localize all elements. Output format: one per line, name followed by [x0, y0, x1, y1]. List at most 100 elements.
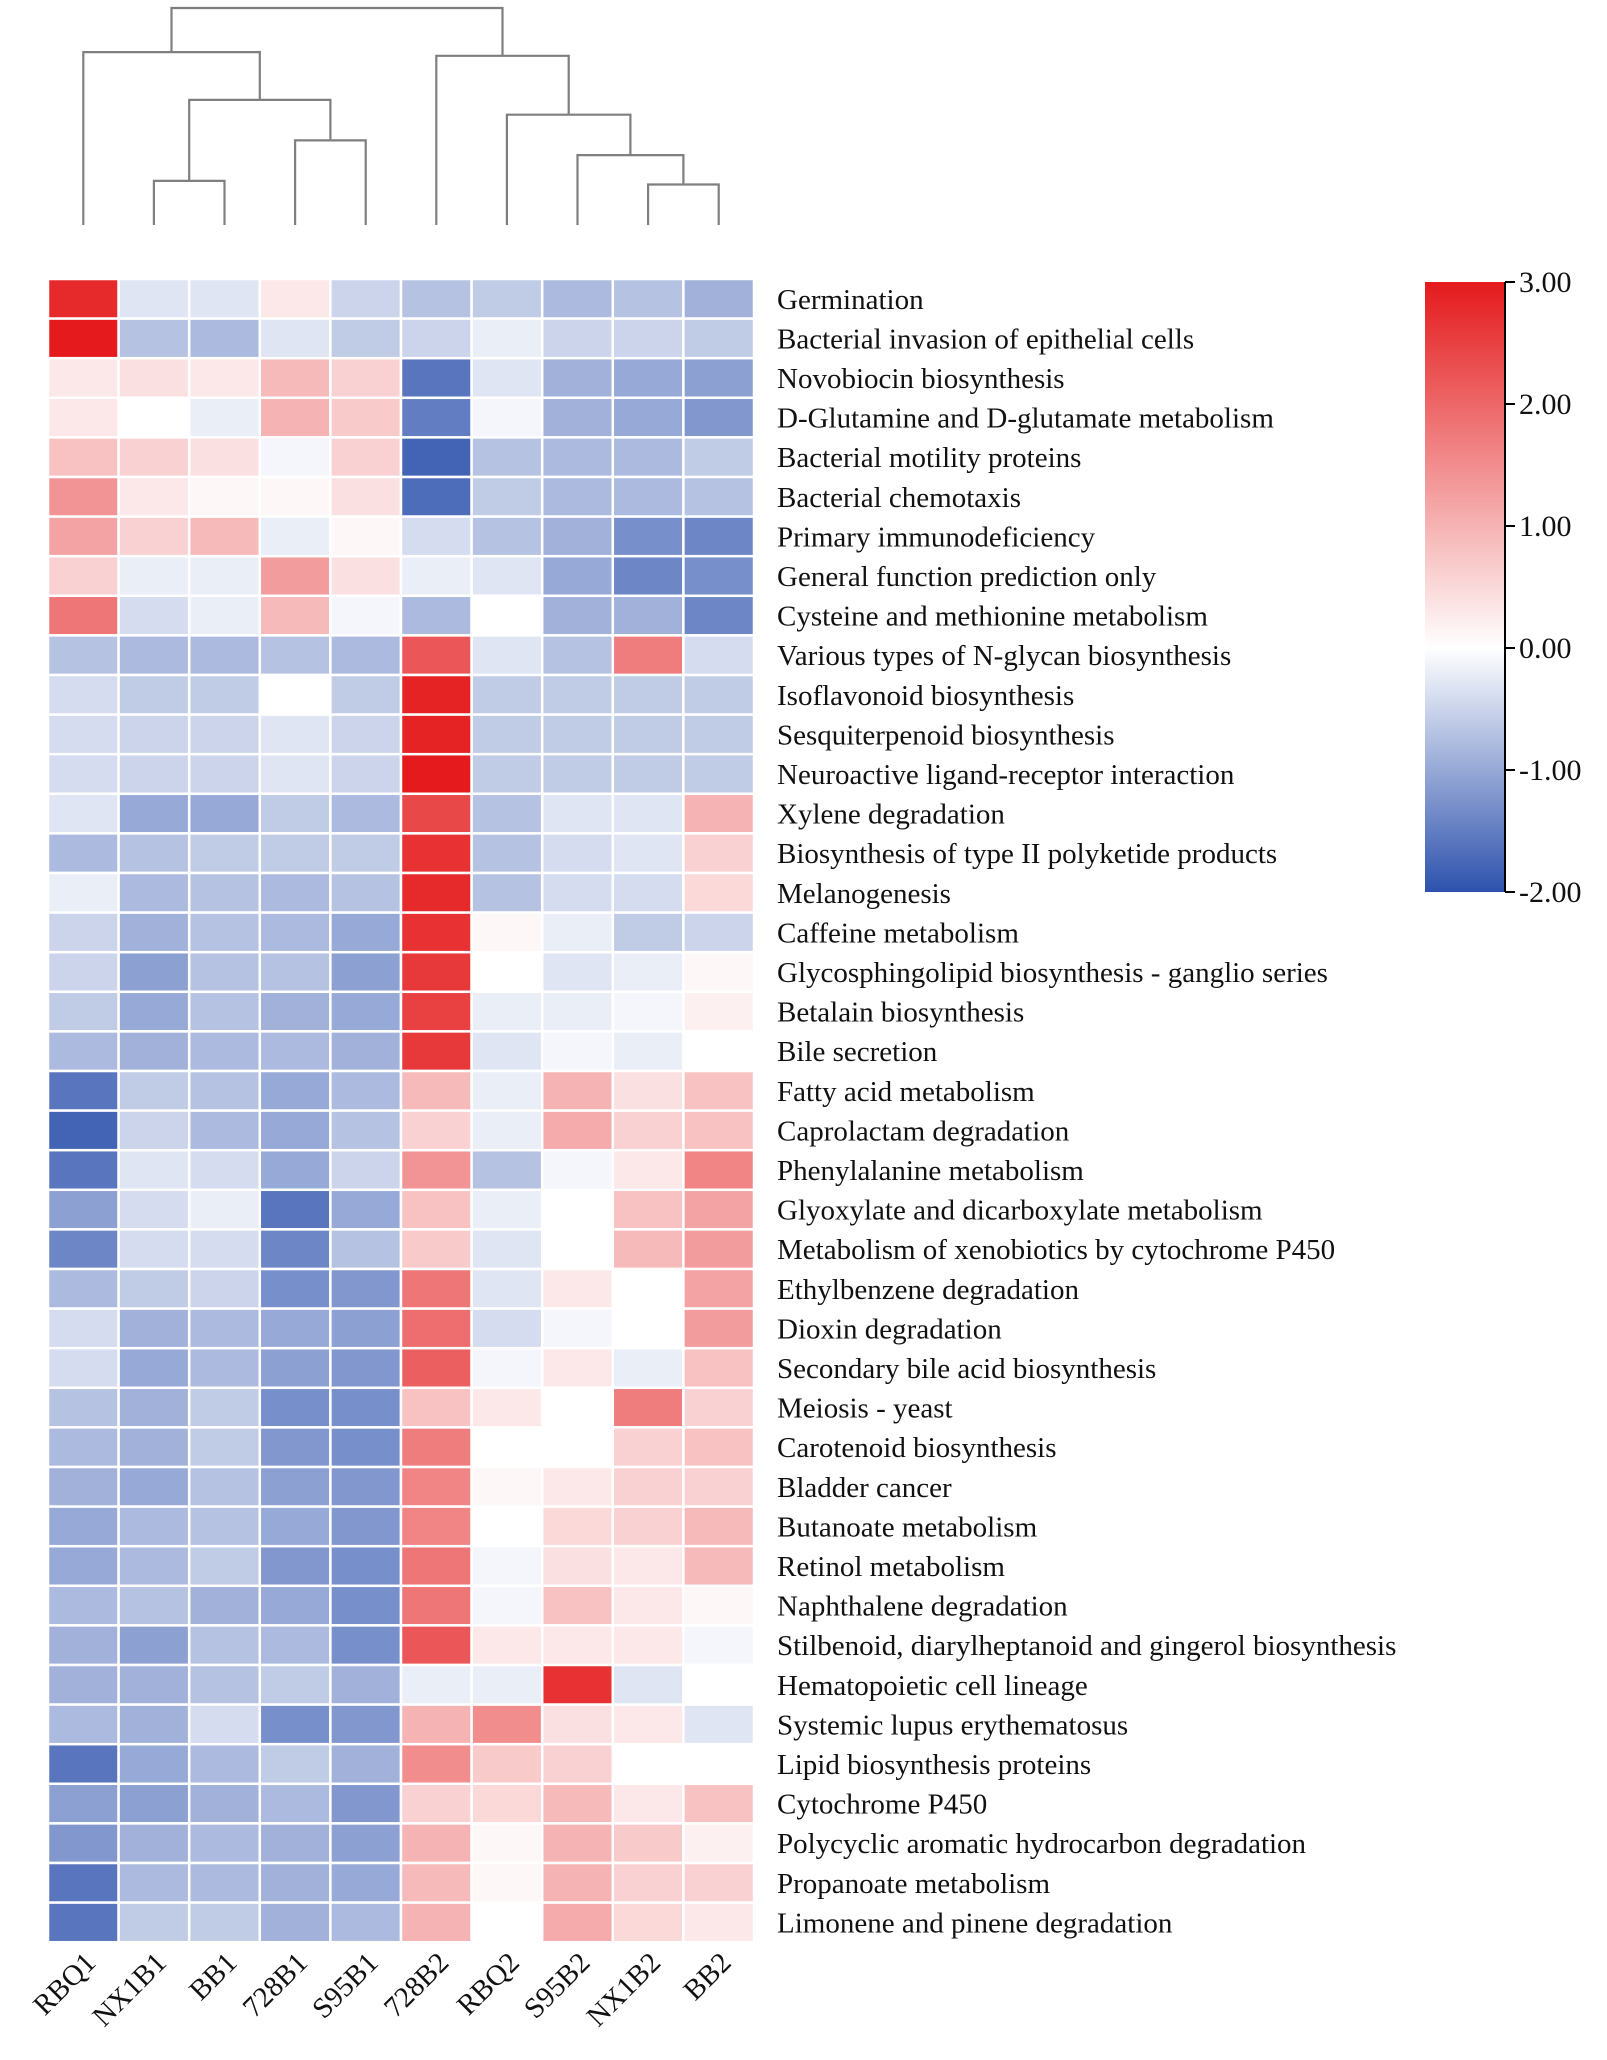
- heatmap-cell: [540, 1782, 615, 1825]
- heatmap-cell: [187, 1742, 262, 1786]
- heatmap-cell: [682, 1109, 756, 1152]
- heatmap-cell: [187, 1584, 262, 1627]
- heatmap-cell: [46, 792, 120, 835]
- heatmap-cell: [470, 1861, 544, 1904]
- heatmap-cell: [46, 1822, 120, 1865]
- heatmap-cell: [470, 1109, 544, 1152]
- heatmap-cell: [611, 713, 685, 756]
- heatmap-cell: [682, 792, 756, 835]
- heatmap-cell: [540, 752, 615, 796]
- row-label: Biosynthesis of type II polyketide produ…: [777, 838, 1277, 870]
- heatmap-cell: [258, 436, 332, 479]
- heatmap-cell: [117, 1584, 191, 1627]
- heatmap-cell: [399, 554, 473, 598]
- heatmap-cell: [611, 1505, 685, 1548]
- heatmap-cell: [187, 475, 262, 518]
- row-label: Germination: [777, 284, 924, 316]
- heatmap-cell: [258, 752, 332, 796]
- heatmap-cell: [187, 1148, 262, 1192]
- heatmap-cell: [258, 1069, 332, 1112]
- heatmap-cell: [470, 475, 544, 518]
- heatmap-cell: [540, 1544, 615, 1588]
- heatmap-cell: [46, 436, 120, 479]
- heatmap-cell: [399, 1346, 473, 1390]
- heatmap-cell: [682, 356, 756, 400]
- heatmap-cell: [46, 1109, 120, 1152]
- heatmap-cell: [258, 950, 332, 994]
- heatmap-cell: [258, 1742, 332, 1786]
- heatmap-cell: [46, 1465, 120, 1508]
- heatmap-cell: [611, 1386, 685, 1429]
- heatmap-cell: [470, 1386, 544, 1429]
- heatmap-cell: [540, 713, 615, 756]
- heatmap-cell: [258, 1386, 332, 1429]
- heatmap-cell: [470, 792, 544, 835]
- heatmap-cell: [540, 554, 615, 598]
- heatmap-cell: [682, 594, 756, 637]
- heatmap-cell: [117, 871, 191, 914]
- heatmap-cell: [399, 1703, 473, 1746]
- heatmap-cell: [117, 832, 191, 875]
- heatmap-cell: [117, 1069, 191, 1112]
- heatmap-cell: [399, 1148, 473, 1192]
- colorbar-tick-label: 1.00: [1519, 510, 1572, 543]
- heatmap-cell: [611, 950, 685, 994]
- heatmap-cell: [611, 1426, 685, 1469]
- heatmap-cell: [611, 792, 685, 835]
- heatmap-cell: [329, 1901, 403, 1944]
- heatmap-cell: [187, 1069, 262, 1112]
- heatmap-cell: [540, 1465, 615, 1508]
- heatmap-cell: [682, 911, 756, 954]
- heatmap-cell: [329, 1624, 403, 1667]
- heatmap-cell: [611, 277, 685, 320]
- heatmap-cell: [329, 950, 403, 994]
- heatmap-cell: [329, 1782, 403, 1825]
- heatmap-cell: [258, 792, 332, 835]
- heatmap-cell: [682, 436, 756, 479]
- heatmap-cell: [46, 475, 120, 518]
- row-label: Secondary bile acid biosynthesis: [777, 1353, 1156, 1385]
- row-label: Bacterial invasion of epithelial cells: [777, 323, 1194, 355]
- heatmap-cell: [611, 752, 685, 796]
- heatmap-cell: [470, 277, 544, 320]
- heatmap-cell: [540, 1346, 615, 1390]
- heatmap-cell: [611, 1584, 685, 1627]
- heatmap-cell: [399, 436, 473, 479]
- heatmap-cell: [329, 634, 403, 677]
- heatmap-cell: [470, 1901, 544, 1944]
- heatmap-cell: [187, 554, 262, 598]
- row-label: Sesquiterpenoid biosynthesis: [777, 719, 1115, 751]
- heatmap-cell: [117, 1307, 191, 1350]
- row-label: Polycyclic aromatic hydrocarbon degradat…: [777, 1828, 1307, 1860]
- heatmap-cell: [187, 356, 262, 400]
- heatmap-cell: [46, 396, 120, 439]
- heatmap-cell: [470, 436, 544, 479]
- heatmap-cell: [187, 1544, 262, 1588]
- heatmap-cell: [187, 634, 262, 677]
- heatmap-cell: [540, 515, 615, 558]
- heatmap-cell: [682, 1069, 756, 1112]
- heatmap-cell: [46, 277, 120, 320]
- heatmap-cell: [682, 990, 756, 1033]
- heatmap-cell: [682, 871, 756, 914]
- heatmap-cell: [540, 1030, 615, 1073]
- heatmap-cell: [46, 554, 120, 598]
- heatmap-cell: [46, 1030, 120, 1073]
- heatmap-cell: [258, 1267, 332, 1310]
- heatmap-cell: [682, 634, 756, 677]
- heatmap-cell: [611, 911, 685, 954]
- heatmap-cell: [682, 1861, 756, 1904]
- heatmap-cell: [329, 1703, 403, 1746]
- heatmap-cell: [258, 356, 332, 400]
- heatmap-cell: [399, 1624, 473, 1667]
- row-label: Naphthalene degradation: [777, 1591, 1068, 1623]
- heatmap-cell: [258, 594, 332, 637]
- heatmap-cell: [399, 1782, 473, 1825]
- heatmap-cell: [399, 1030, 473, 1073]
- heatmap-cell: [470, 1426, 544, 1469]
- heatmap-cell: [611, 1861, 685, 1904]
- heatmap-cell: [117, 277, 191, 320]
- row-label: Carotenoid biosynthesis: [777, 1432, 1057, 1464]
- colorbar-gradient: [1425, 282, 1505, 892]
